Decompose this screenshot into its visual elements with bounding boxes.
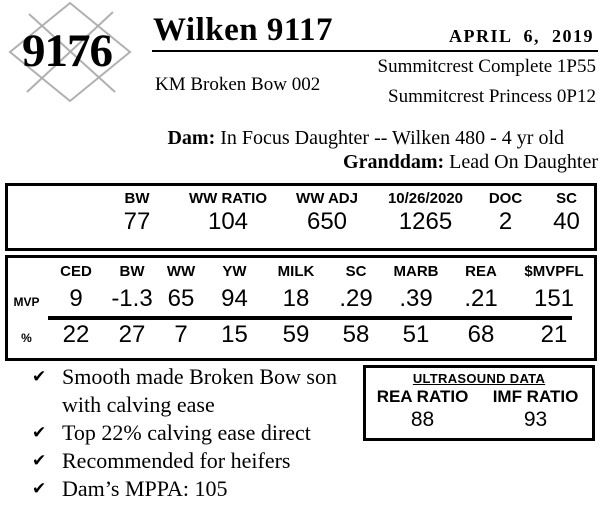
epd-mvp-row: MVP 9 -1.3 65 94 18 .29 .39 .21 151 bbox=[8, 285, 594, 314]
ultrasound-box: ULTRASOUND DATA REA RATIO IMF RATIO 88 9… bbox=[363, 365, 595, 441]
list-item: ✔ Recommended for heifers bbox=[32, 447, 354, 475]
epd-pct-rea: 68 bbox=[467, 321, 495, 348]
epd-header-ww: WW bbox=[166, 263, 196, 280]
epd-mvp-marb: .39 bbox=[399, 285, 433, 312]
note-text: Dam’s MPPA: 105 bbox=[62, 476, 228, 501]
epd-mvp-bw: -1.3 bbox=[111, 285, 153, 312]
dam-line: Dam: In Focus Daughter -- Wilken 480 - 4… bbox=[167, 127, 564, 150]
granddam-label: Granddam: bbox=[343, 151, 445, 173]
sire-pedigree-line-1: Summitcrest Complete 1P55 bbox=[377, 56, 597, 77]
performance-table-value-row: 77 104 650 1265 2 40 bbox=[8, 207, 594, 236]
perf-value-weight: 1265 bbox=[398, 208, 453, 235]
epd-header-row: CED BW WW YW MILK SC MARB REA $MVPFL bbox=[8, 258, 594, 285]
epd-mvp-rea: .21 bbox=[464, 285, 498, 312]
epd-header-rea: REA bbox=[465, 263, 497, 280]
dam-value: In Focus Daughter -- Wilken 480 - 4 yr o… bbox=[220, 127, 564, 149]
epd-divider-rule bbox=[48, 316, 572, 320]
performance-table: BW WW RATIO WW ADJ 10/26/2020 DOC SC 77 … bbox=[5, 183, 597, 251]
note-text: Recommended for heifers bbox=[62, 448, 291, 473]
performance-table-header-row: BW WW RATIO WW ADJ 10/26/2020 DOC SC bbox=[8, 186, 594, 207]
epd-header-yw: YW bbox=[222, 263, 247, 280]
epd-pct-ww: 7 bbox=[174, 321, 188, 348]
list-item: ✔ Dam’s MPPA: 105 bbox=[32, 475, 354, 503]
check-icon: ✔ bbox=[32, 423, 47, 443]
granddam-value: Lead On Daughter bbox=[449, 151, 598, 173]
epd-pct-ced: 22 bbox=[62, 321, 90, 348]
epd-row-label-mvp: MVP bbox=[13, 295, 40, 309]
list-item: ✔ Top 22% calving ease direct bbox=[32, 419, 354, 447]
epd-header-milk: MILK bbox=[277, 263, 315, 280]
check-icon: ✔ bbox=[32, 367, 47, 387]
epd-pct-bw: 27 bbox=[118, 321, 146, 348]
check-icon: ✔ bbox=[32, 479, 47, 499]
sire-pedigree-line-2: Summitcrest Princess 0P12 bbox=[388, 86, 596, 107]
epd-table: CED BW WW YW MILK SC MARB REA $MVPFL MVP… bbox=[5, 255, 597, 361]
epd-header-mvpfl: $MVPFL bbox=[524, 263, 584, 280]
epd-header-ced: CED bbox=[60, 263, 92, 280]
ultrasound-value-row: 88 93 bbox=[366, 408, 592, 432]
epd-pct-yw: 15 bbox=[221, 321, 248, 348]
ultrasound-header-imf: IMF RATIO bbox=[492, 387, 579, 406]
perf-value-bw: 77 bbox=[123, 208, 151, 235]
sale-date: APRIL 6, 2019 bbox=[448, 26, 594, 46]
epd-row-label-percent: % bbox=[21, 331, 32, 345]
note-text: Smooth made Broken Bow son with calving … bbox=[62, 364, 337, 417]
epd-mvp-sc: .29 bbox=[339, 285, 373, 312]
granddam-line: Granddam: Lead On Daughter bbox=[343, 151, 598, 174]
perf-header-date: 10/26/2020 bbox=[387, 190, 464, 207]
perf-header-bw: BW bbox=[124, 190, 150, 207]
perf-header-sc: SC bbox=[556, 190, 577, 207]
epd-pct-sc: 58 bbox=[342, 321, 370, 348]
epd-mvp-ww: 65 bbox=[167, 285, 195, 312]
ultrasound-header-rea: REA RATIO bbox=[376, 387, 469, 406]
epd-pct-marb: 51 bbox=[402, 321, 430, 348]
perf-header-doc: DOC bbox=[488, 190, 523, 207]
epd-mvp-mvpfl: 151 bbox=[533, 285, 575, 312]
ultrasound-value-rea: 88 bbox=[410, 408, 435, 431]
perf-header-ww-ratio: WW RATIO bbox=[188, 190, 268, 207]
lot-number: 9176 bbox=[22, 25, 113, 77]
epd-mvp-milk: 18 bbox=[282, 285, 310, 312]
ultrasound-header-row: REA RATIO IMF RATIO bbox=[366, 387, 592, 407]
list-item: ✔ Smooth made Broken Bow son with calvin… bbox=[32, 363, 354, 419]
animal-name: Wilken 9117 bbox=[153, 12, 334, 48]
perf-value-ww-adj: 650 bbox=[306, 208, 348, 235]
notes-list: ✔ Smooth made Broken Bow son with calvin… bbox=[32, 363, 354, 503]
title-rule bbox=[152, 50, 598, 52]
diamond-x-icon bbox=[8, 1, 132, 103]
perf-header-ww-adj: WW ADJ bbox=[296, 190, 358, 207]
epd-header-marb: MARB bbox=[393, 263, 439, 280]
perf-value-doc: 2 bbox=[498, 208, 513, 235]
epd-header-sc: SC bbox=[345, 263, 367, 280]
ultrasound-value-imf: 93 bbox=[523, 408, 548, 431]
epd-mvp-ced: 9 bbox=[69, 285, 83, 312]
lot-mark: 9176 bbox=[5, 0, 135, 105]
perf-value-sc: 40 bbox=[553, 208, 580, 235]
epd-pct-mvpfl: 21 bbox=[540, 321, 568, 348]
perf-value-ww-ratio: 104 bbox=[207, 208, 249, 235]
epd-header-bw: BW bbox=[119, 263, 145, 280]
note-text: Top 22% calving ease direct bbox=[62, 420, 311, 445]
check-icon: ✔ bbox=[32, 451, 47, 471]
sire-name: KM Broken Bow 002 bbox=[155, 74, 321, 95]
epd-mvp-yw: 94 bbox=[221, 285, 248, 312]
ultrasound-title: ULTRASOUND DATA bbox=[412, 371, 546, 386]
epd-pct-milk: 59 bbox=[282, 321, 310, 348]
epd-percent-row: % 22 27 7 15 59 58 51 68 21 bbox=[8, 321, 594, 350]
dam-label: Dam: bbox=[167, 127, 216, 149]
